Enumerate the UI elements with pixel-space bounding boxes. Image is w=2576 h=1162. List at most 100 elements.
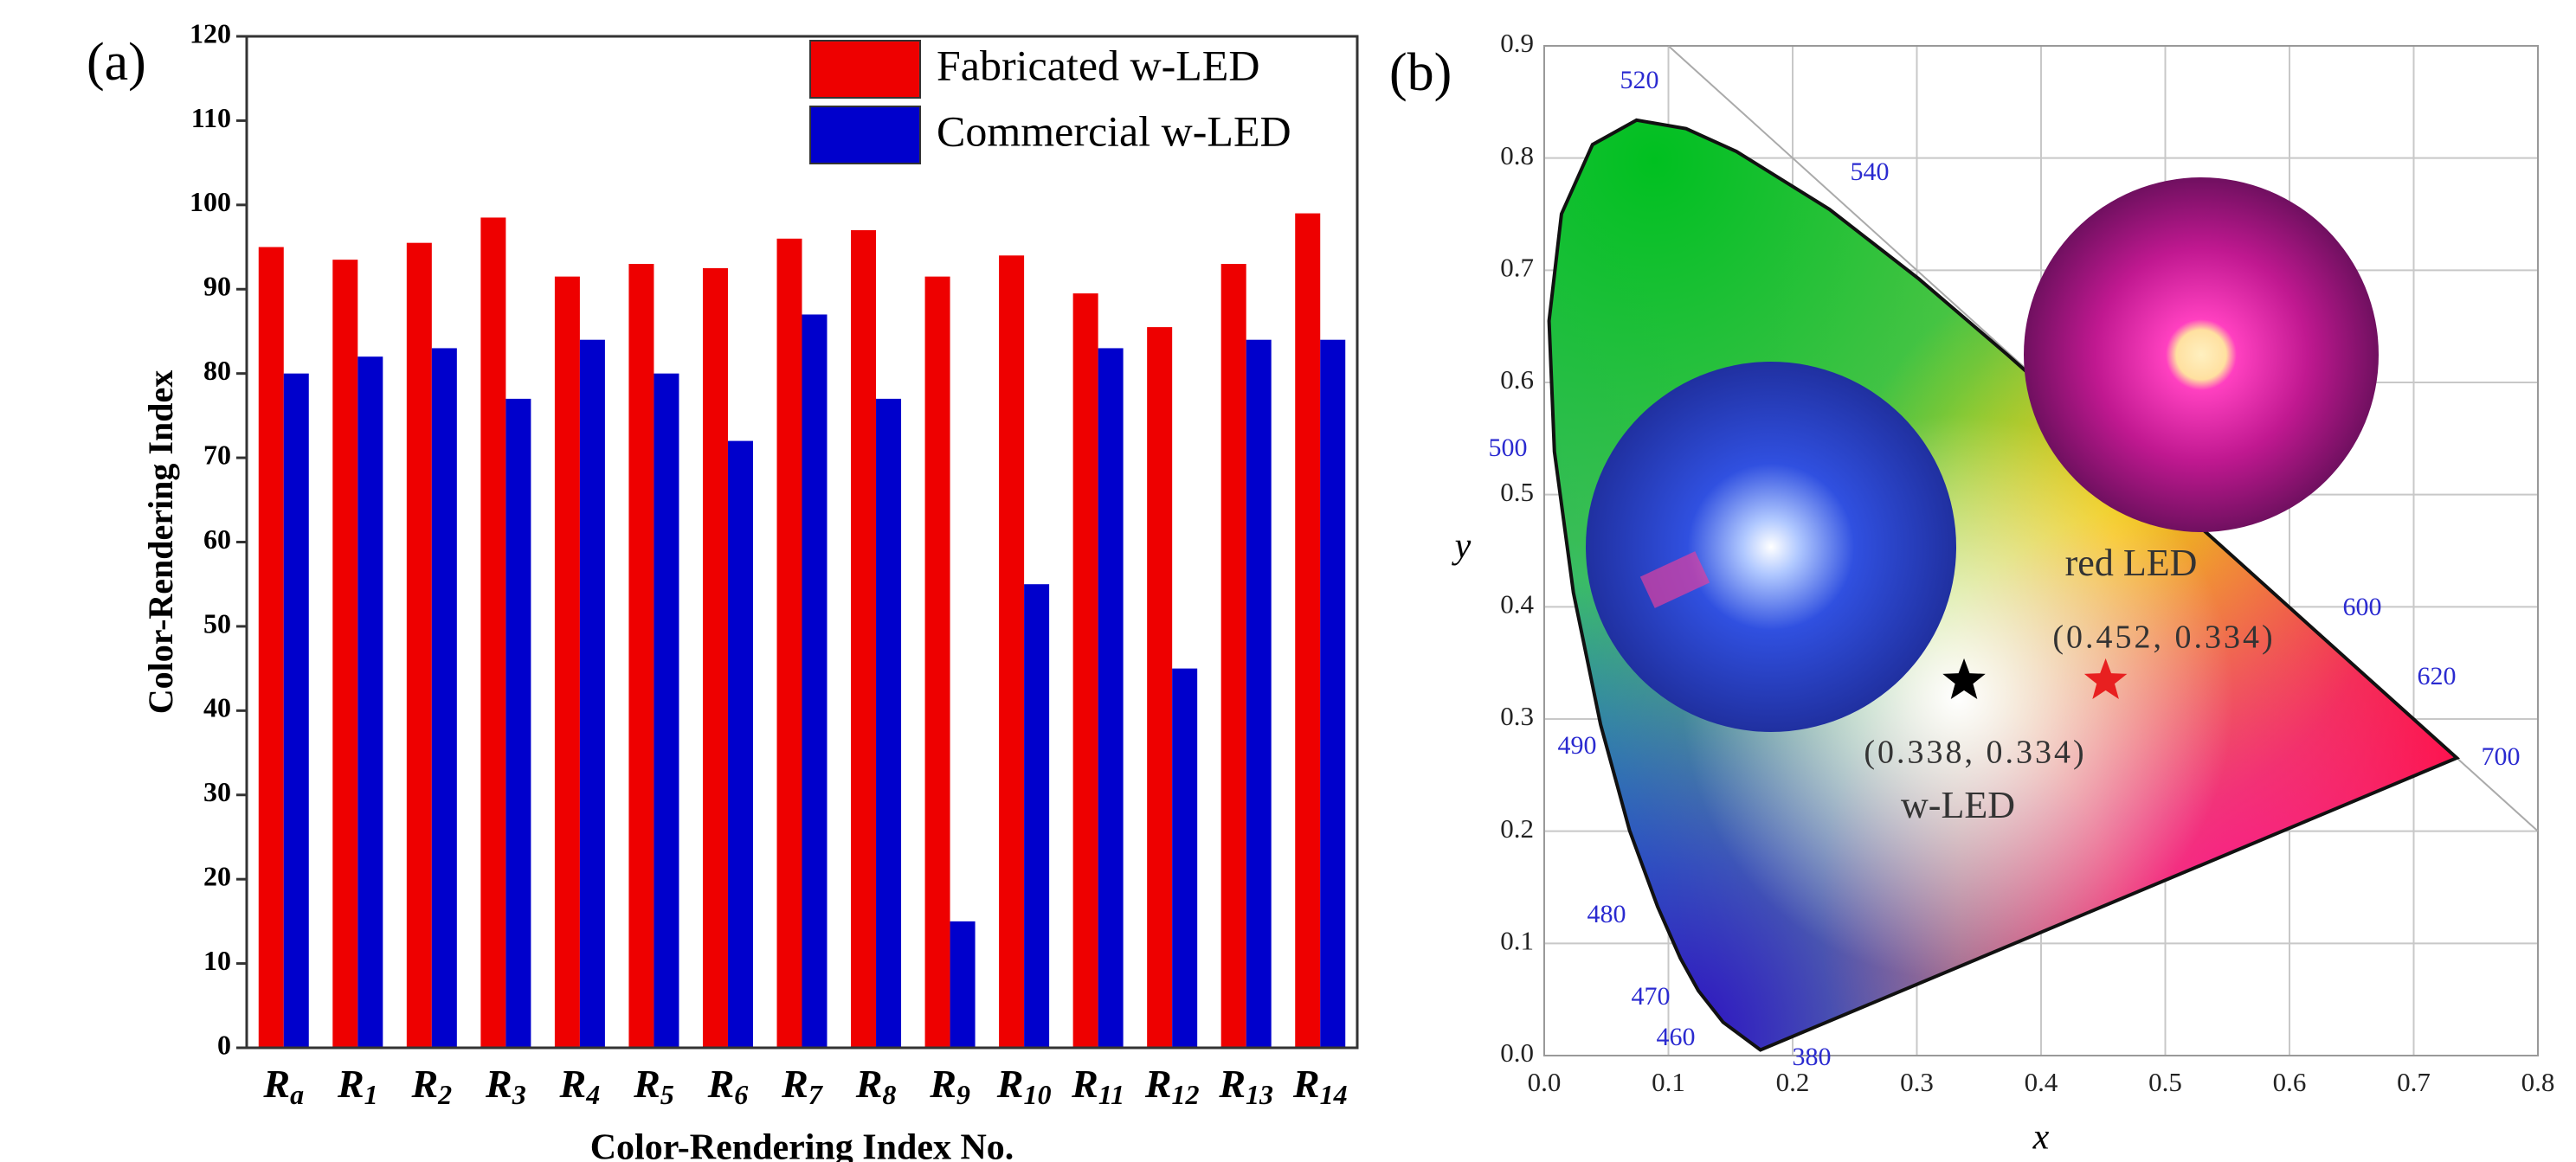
legend-label: Commercial w-LED xyxy=(937,106,1291,155)
bar xyxy=(1147,327,1172,1048)
inset-photo xyxy=(1586,362,1956,732)
wavelength-label: 490 xyxy=(1558,731,1597,760)
y-tick-label: 0.5 xyxy=(1500,477,1534,507)
y-tick-label: 0.0 xyxy=(1500,1037,1534,1068)
x-tick-label: R8 xyxy=(855,1062,897,1111)
x-tick-label: R14 xyxy=(1292,1062,1348,1111)
bar xyxy=(332,260,357,1048)
y-tick-label: 0.3 xyxy=(1500,701,1534,731)
wavelength-label: 500 xyxy=(1489,433,1528,462)
wavelength-label: 700 xyxy=(2482,742,2521,771)
wavelength-label: 480 xyxy=(1587,900,1626,928)
y-tick-label: 30 xyxy=(203,776,231,807)
x-tick-label: R12 xyxy=(1144,1062,1200,1111)
y-tick-label: 20 xyxy=(203,861,231,892)
figure: (a)0102030405060708090100110120RaR1R2R3R… xyxy=(0,0,2576,1162)
legend-swatch xyxy=(810,106,920,164)
x-tick-label: R4 xyxy=(559,1062,601,1111)
point-name-label: red LED xyxy=(2065,542,2198,584)
wavelength-label: 470 xyxy=(1632,982,1671,1011)
bar xyxy=(628,264,654,1048)
bar xyxy=(728,441,753,1048)
bar xyxy=(284,374,309,1048)
bar xyxy=(480,217,506,1048)
x-tick-label: R7 xyxy=(781,1062,824,1111)
y-tick-label: 60 xyxy=(203,523,231,555)
bar xyxy=(1024,584,1049,1048)
y-axis-label: Color-Rendering Index xyxy=(141,370,180,714)
y-tick-label: 0.2 xyxy=(1500,813,1534,844)
x-tick-label: R9 xyxy=(929,1062,970,1111)
y-tick-label: 70 xyxy=(203,439,231,470)
bar xyxy=(357,356,383,1048)
bar xyxy=(1098,348,1124,1048)
x-tick-label: 0.0 xyxy=(1528,1067,1562,1097)
y-tick-label: 110 xyxy=(191,102,231,133)
point-name-label: w-LED xyxy=(1901,784,2015,826)
point-value-label: (0.452, 0.334) xyxy=(2052,620,2275,656)
wavelength-label: 520 xyxy=(1620,66,1659,94)
bar xyxy=(1172,669,1197,1048)
x-tick-label: R6 xyxy=(707,1062,749,1111)
x-tick-label: Ra xyxy=(262,1062,304,1111)
wavelength-label: 600 xyxy=(2343,593,2382,621)
y-tick-label: 0.1 xyxy=(1500,925,1534,955)
x-tick-label: 0.3 xyxy=(1900,1067,1934,1097)
x-axis-label: x xyxy=(2032,1118,2050,1158)
x-axis-label: Color-Rendering Index No. xyxy=(590,1128,1014,1162)
x-tick-label: R2 xyxy=(410,1062,452,1111)
y-tick-label: 0.6 xyxy=(1500,364,1534,395)
bar xyxy=(432,348,457,1048)
legend-label: Fabricated w-LED xyxy=(937,41,1259,89)
y-tick-label: 0.7 xyxy=(1500,252,1534,282)
y-tick-label: 0.8 xyxy=(1500,140,1534,170)
y-tick-label: 100 xyxy=(190,186,231,217)
y-tick-label: 50 xyxy=(203,607,231,639)
bar xyxy=(654,374,679,1048)
bar xyxy=(580,340,605,1048)
panel-label: (b) xyxy=(1389,43,1452,102)
y-tick-label: 120 xyxy=(190,17,231,48)
x-tick-label: R11 xyxy=(1071,1062,1124,1111)
x-tick-label: R1 xyxy=(337,1062,378,1111)
bar xyxy=(1295,214,1320,1048)
wavelength-label: 540 xyxy=(1851,157,1890,186)
y-tick-label: 10 xyxy=(203,945,231,976)
wavelength-label: 620 xyxy=(2418,662,2457,690)
bar xyxy=(999,255,1024,1048)
bar xyxy=(802,314,828,1048)
panel-label: (a) xyxy=(87,33,146,92)
bar xyxy=(1221,264,1246,1048)
x-tick-label: 0.5 xyxy=(2148,1067,2182,1097)
wavelength-label: 460 xyxy=(1657,1023,1696,1051)
bar xyxy=(1320,340,1345,1048)
x-tick-label: 0.7 xyxy=(2397,1067,2431,1097)
inset-photo xyxy=(2024,177,2379,532)
bar xyxy=(259,247,284,1048)
bar xyxy=(950,921,976,1048)
bar xyxy=(555,277,580,1048)
y-axis-label: y xyxy=(1452,527,1472,567)
x-tick-label: 0.8 xyxy=(2521,1067,2555,1097)
x-tick-label: 0.2 xyxy=(1776,1067,1810,1097)
x-tick-label: 0.1 xyxy=(1652,1067,1685,1097)
bar xyxy=(876,399,901,1048)
y-tick-label: 0 xyxy=(217,1029,231,1060)
y-tick-label: 40 xyxy=(203,692,231,723)
legend-swatch xyxy=(810,41,920,98)
bar xyxy=(703,268,728,1048)
x-tick-label: R13 xyxy=(1218,1062,1273,1111)
wavelength-label: 380 xyxy=(1793,1043,1832,1071)
x-tick-label: R3 xyxy=(485,1062,526,1111)
bar xyxy=(407,243,432,1048)
y-tick-label: 0.9 xyxy=(1500,28,1534,58)
x-tick-label: 0.6 xyxy=(2273,1067,2307,1097)
bar xyxy=(1246,340,1272,1048)
bar xyxy=(777,239,802,1048)
point-value-label: (0.338, 0.334) xyxy=(1864,735,2086,771)
bar xyxy=(1073,293,1098,1048)
bar xyxy=(925,277,950,1048)
y-tick-label: 0.4 xyxy=(1500,588,1534,619)
x-tick-label: 0.4 xyxy=(2025,1067,2058,1097)
y-tick-label: 90 xyxy=(203,271,231,302)
